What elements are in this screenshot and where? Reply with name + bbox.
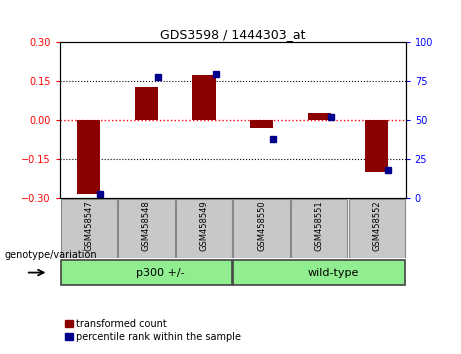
Text: p300 +/-: p300 +/- (136, 268, 185, 278)
Bar (365, 120, 388, 172)
Text: GSM458550: GSM458550 (257, 201, 266, 251)
Bar (308, 113, 331, 120)
Legend: transformed count, percentile rank within the sample: transformed count, percentile rank withi… (65, 319, 242, 342)
FancyBboxPatch shape (60, 260, 232, 285)
FancyBboxPatch shape (118, 199, 175, 258)
Title: GDS3598 / 1444303_at: GDS3598 / 1444303_at (160, 28, 306, 41)
FancyBboxPatch shape (291, 199, 348, 258)
FancyBboxPatch shape (349, 199, 405, 258)
Text: GSM458547: GSM458547 (84, 201, 93, 251)
FancyBboxPatch shape (233, 199, 290, 258)
Bar (193, 75, 216, 120)
Text: genotype/variation: genotype/variation (5, 250, 97, 260)
FancyBboxPatch shape (176, 199, 232, 258)
Text: GSM458549: GSM458549 (200, 201, 208, 251)
Text: wild-type: wild-type (308, 268, 359, 278)
Text: GSM458552: GSM458552 (372, 201, 381, 251)
FancyBboxPatch shape (60, 199, 117, 258)
Text: GSM458548: GSM458548 (142, 201, 151, 251)
Text: GSM458551: GSM458551 (315, 201, 324, 251)
Bar (250, 120, 273, 128)
Bar (77, 120, 100, 194)
FancyBboxPatch shape (233, 260, 405, 285)
Bar (135, 87, 158, 120)
